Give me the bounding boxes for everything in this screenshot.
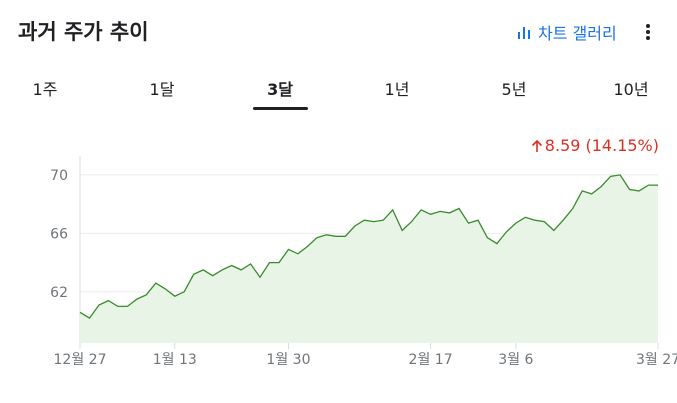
x-tick-label: 12월 27 [54,352,107,368]
x-tick-label: 1월 13 [153,352,197,368]
bar-chart-icon [518,27,530,39]
tab-1-week[interactable]: 1주 [32,80,58,99]
range-tabs: 1주 1달 3달 1년 5년 10년 [0,66,677,112]
y-tick-label: 62 [50,285,68,301]
arrow-up-icon [531,139,542,152]
x-tick-label: 3월 6 [498,352,533,368]
price-line [79,174,658,319]
x-tick-label: 1월 30 [266,352,310,368]
tab-5-year[interactable]: 5년 [501,80,527,99]
chart-gallery-button[interactable]: 차트 갤러리 [517,20,617,44]
x-tick-label: 3월 27 [636,352,677,368]
price-change: 8.59 (14.15%) [531,136,659,155]
y-tick-label: 66 [50,226,68,242]
more-options-button[interactable] [640,20,656,44]
more-vert-icon [646,24,650,40]
active-tab-indicator [253,107,308,110]
price-chart: 62 66 70 12월 27 1월 13 1월 30 2월 17 3월 6 3월 27 [50,156,677,368]
tab-10-year[interactable]: 10년 [613,80,649,99]
page-title: 과거 주가 추이 [18,20,149,44]
tab-3-month[interactable]: 3달 [267,80,293,99]
x-tick-label: 2월 17 [409,352,453,368]
tab-1-year[interactable]: 1년 [384,80,410,99]
y-tick-label: 70 [50,168,68,184]
chart-gallery-label: 차트 갤러리 [538,24,617,43]
tab-1-month[interactable]: 1달 [149,80,175,99]
price-change-value: 8.59 (14.15%) [544,136,659,155]
price-area [80,174,658,343]
